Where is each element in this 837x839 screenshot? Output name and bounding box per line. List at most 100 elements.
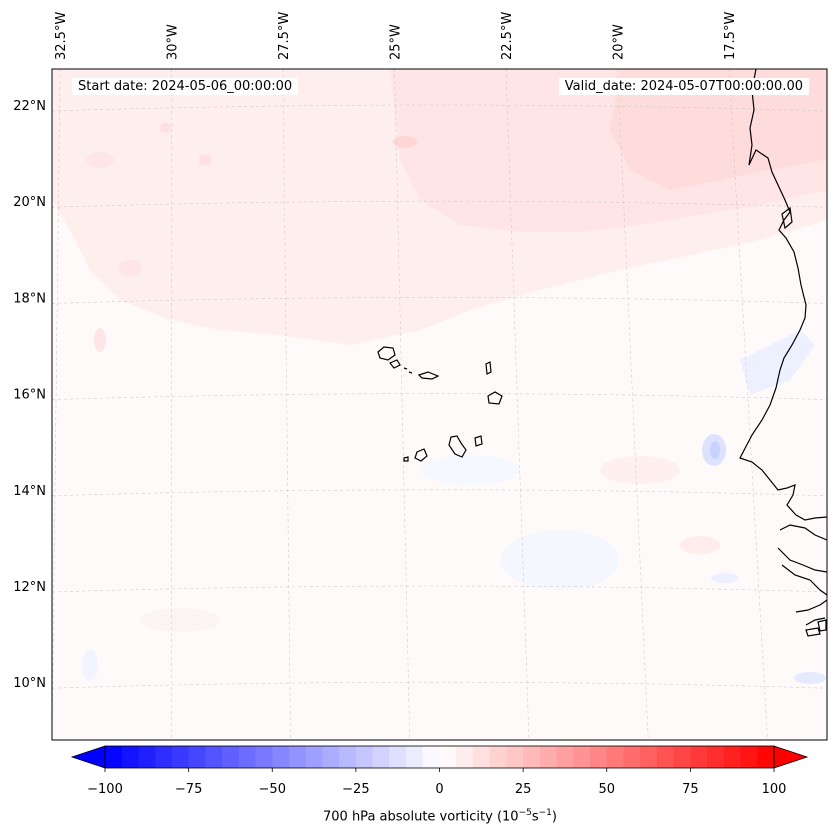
colorbar-swatch	[757, 746, 775, 768]
colorbar-swatch	[406, 746, 424, 768]
colorbar-swatch	[489, 746, 507, 768]
colorbar-swatch	[205, 746, 223, 768]
lat-tick-label: 20°N	[13, 195, 46, 210]
lon-gridline	[52, 69, 61, 740]
colorbar-swatch	[222, 746, 240, 768]
lat-gridline	[52, 297, 827, 304]
colorbar-tick-label: 50	[598, 782, 615, 797]
start-date-label: Start date: 2024-05-06_00:00:00	[72, 78, 299, 95]
lon-gridline	[505, 69, 530, 740]
colorbar-tick-label: −75	[175, 782, 202, 797]
colorbar-label: 700 hPa absolute vorticity (10−5s−1)	[0, 808, 837, 824]
colorbar-swatch	[573, 746, 591, 768]
lon-tick-label: 32.5°W	[54, 12, 69, 60]
cape-verde-islands	[377, 346, 503, 462]
colorbar-swatch	[707, 746, 725, 768]
lat-tick-label: 10°N	[13, 676, 46, 691]
lat-gridline	[52, 104, 827, 112]
lat-tick-label: 12°N	[13, 580, 46, 595]
colorbar-label-unit: s	[531, 809, 539, 825]
valid-date-label: Valid_date: 2024-05-07T00:00:00.00	[558, 78, 809, 95]
colorbar-swatch	[740, 746, 758, 768]
negative-vorticity-patch	[740, 330, 815, 395]
lat-tick-label: 14°N	[13, 484, 46, 499]
island-sao-nicolau	[417, 371, 440, 380]
island-santiago	[448, 435, 467, 458]
lon-tick-label: 22.5°W	[500, 12, 515, 60]
island-santo-antao	[377, 346, 396, 361]
colorbar-swatch	[539, 746, 558, 768]
island-fogo	[414, 448, 428, 462]
colorbar-swatch	[723, 746, 742, 768]
map-frame	[51, 68, 828, 741]
coastlines	[377, 69, 827, 637]
colorbar-swatch	[339, 746, 357, 768]
colorbar-label-exponent-2: −1	[538, 808, 552, 818]
colorbar-label-exponent-1: −5	[518, 808, 532, 818]
lon-gridline	[617, 69, 649, 740]
island-sal	[485, 361, 492, 375]
colorbar-swatch	[389, 746, 407, 768]
colorbar-swatch	[640, 746, 658, 768]
lon-tick-label: 17.5°W	[723, 12, 738, 60]
colorbar-label-main: 700 hPa absolute vorticity (10	[323, 809, 519, 825]
colorbar-swatch	[456, 746, 474, 768]
colorbar-swatch	[238, 746, 257, 768]
colorbar-swatch	[288, 746, 307, 768]
island-sao-vicente	[389, 359, 401, 369]
lon-gridline	[282, 69, 291, 740]
colorbar: −100 −75 −50 −25 0 25 50 75 100	[70, 745, 809, 797]
lat-gridline	[52, 681, 827, 689]
island-brava	[403, 456, 409, 462]
colorbar-swatch	[656, 746, 675, 768]
colorbar-swatch	[422, 746, 440, 768]
colorbar-extend-max	[773, 745, 809, 769]
colorbar-swatch	[171, 746, 190, 768]
colorbar-tick-label: −100	[87, 782, 123, 797]
colorbar-swatch	[355, 746, 374, 768]
colorbar-swatch	[623, 746, 641, 768]
colorbar-swatch	[690, 746, 708, 768]
colorbar-swatch	[372, 746, 390, 768]
colorbar-tick-label: 0	[435, 782, 443, 797]
africa-coastline	[739, 69, 827, 521]
island-maio	[474, 435, 483, 447]
colorbar-swatch	[606, 746, 624, 768]
colorbar-swatch	[155, 746, 173, 768]
colorbar-swatch	[272, 746, 290, 768]
vorticity-field	[52, 69, 827, 740]
colorbar-swatch	[556, 746, 574, 768]
lat-tick-label: 22°N	[13, 99, 46, 114]
colorbar-tick-label: 75	[682, 782, 699, 797]
colorbar-swatch	[121, 746, 139, 768]
longitude-gridlines	[52, 69, 768, 740]
colorbar-swatch	[322, 746, 340, 768]
colorbar-swatch	[439, 746, 457, 768]
colorbar-extend-min	[70, 745, 106, 769]
colorbar-label-end: )	[551, 809, 557, 825]
island-boa-vista	[487, 391, 503, 405]
colorbar-swatch	[305, 746, 323, 768]
colorbar-swatch	[506, 746, 524, 768]
colorbar-swatches	[105, 746, 775, 768]
colorbar-tick-label: −50	[259, 782, 286, 797]
colorbar-swatch	[105, 746, 123, 768]
colorbar-swatch	[590, 746, 608, 768]
colorbar-swatch	[255, 746, 273, 768]
colorbar-swatch	[188, 746, 206, 768]
colorbar-tick-label: −25	[342, 782, 369, 797]
lon-gridline	[728, 69, 768, 740]
lon-tick-label: 20°W	[612, 24, 627, 60]
lat-gridline	[52, 489, 827, 497]
colorbar-swatch	[138, 746, 156, 768]
colorbar-tick-label: 25	[515, 782, 532, 797]
colorbar-swatch	[472, 746, 491, 768]
latitude-gridlines	[52, 104, 827, 689]
lat-gridline	[52, 393, 827, 400]
lat-tick-label: 18°N	[13, 291, 46, 306]
colorbar-swatch	[523, 746, 541, 768]
lon-tick-label: 25°W	[389, 24, 404, 60]
lat-tick-label: 16°N	[13, 388, 46, 403]
colorbar-ticks: −100 −75 −50 −25 0 25 50 75 100	[87, 768, 786, 797]
